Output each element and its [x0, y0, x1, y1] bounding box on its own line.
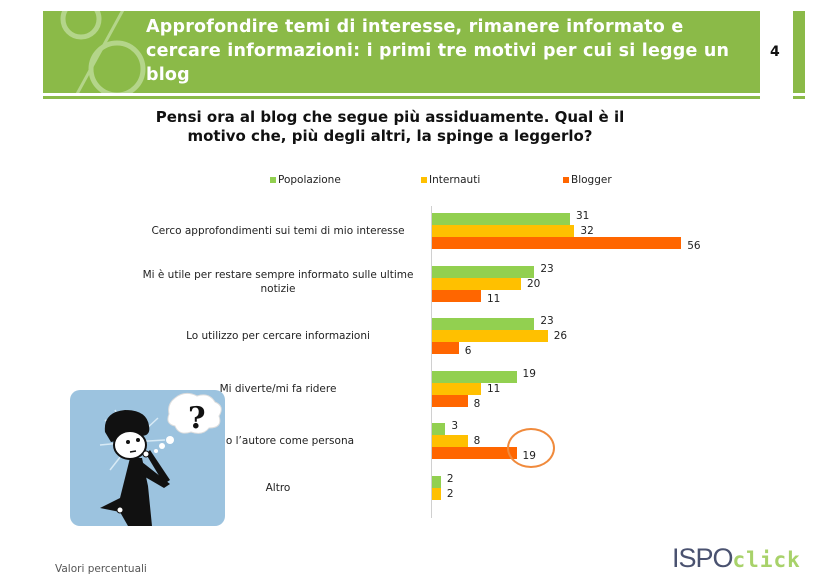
bar-internauti: [432, 277, 521, 290]
logo-ispo-text: ISPO: [672, 543, 734, 573]
bar-blogger: [432, 289, 481, 302]
bar-blogger: [432, 447, 517, 459]
data-label: 2: [446, 487, 454, 500]
highlight-circle-annotation: [507, 428, 555, 468]
data-label: 56: [687, 240, 701, 252]
data-label: 23: [540, 262, 554, 275]
chart-legend: Popolazione Internauti Blogger: [0, 174, 840, 188]
title-underline: [43, 96, 760, 99]
bar-popolazione: [432, 475, 441, 488]
legend-label: Blogger: [571, 174, 612, 186]
side-accent-underline: [793, 96, 805, 99]
category-axis: [431, 206, 432, 518]
bar-blogger: [432, 342, 459, 354]
bar-popolazione: [432, 318, 535, 330]
bar-internauti: [432, 382, 481, 395]
category-label: Cerco approfondimenti sui temi di mio in…: [151, 225, 405, 237]
legend-item-popolazione: Popolazione: [270, 174, 341, 186]
legend-label: Internauti: [429, 174, 481, 186]
bar-internauti: [432, 225, 575, 237]
bar-internauti: [432, 330, 548, 342]
bar-popolazione: [432, 423, 446, 435]
side-accent-strip: [793, 11, 805, 93]
data-label: 2: [446, 472, 454, 485]
legend-item-internauti: Internauti: [421, 174, 480, 186]
legend-item-blogger: Blogger: [563, 174, 612, 186]
data-label: 31: [575, 210, 590, 222]
bar-blogger: [432, 394, 468, 407]
bar-popolazione: [432, 265, 535, 278]
legend-swatch-yellow: [421, 177, 427, 183]
bar-internauti: [432, 487, 441, 500]
title-banner: Approfondire temi di interesse, rimanere…: [43, 11, 760, 93]
legend-swatch-green: [270, 177, 276, 183]
legend-label: Popolazione: [278, 174, 341, 186]
data-label: 11: [486, 382, 501, 395]
data-label: 8: [473, 397, 481, 410]
category-label: Stimo l’autore come persona: [201, 435, 355, 447]
svg-text:?: ?: [188, 401, 206, 436]
legend-swatch-orange: [563, 177, 569, 183]
percent-icon: [60, 11, 146, 93]
data-label: 19: [522, 367, 536, 380]
data-label: 23: [540, 315, 554, 327]
data-label: 3: [451, 420, 459, 432]
logo-click-text: click: [732, 548, 801, 572]
category-label: Mi è utile per restare sempre informato …: [142, 268, 414, 295]
bar-blogger: [432, 237, 682, 249]
data-label: 32: [580, 225, 594, 237]
bar-popolazione: [432, 370, 517, 383]
data-label: 8: [473, 435, 481, 447]
category-label: Mi diverte/mi fa ridere: [219, 382, 337, 395]
ispo-click-logo: ISPO click: [672, 543, 801, 574]
page-number: 4: [770, 44, 780, 60]
data-label: 11: [486, 292, 501, 305]
survey-question: Pensi ora al blog che segue più assiduam…: [155, 108, 625, 145]
category-label: Altro: [265, 481, 291, 494]
bar-popolazione: [432, 213, 570, 225]
data-label: 6: [464, 345, 472, 357]
thinking-person-illustration: ?: [70, 390, 225, 526]
data-label: 26: [553, 330, 568, 342]
bar-internauti: [432, 435, 468, 447]
data-label: 20: [527, 277, 541, 290]
footnote-values-unit: Valori percentuali: [55, 563, 147, 575]
page-title: Approfondire temi di interesse, rimanere…: [146, 17, 730, 85]
category-label: Lo utilizzo per cercare informazioni: [186, 330, 370, 342]
